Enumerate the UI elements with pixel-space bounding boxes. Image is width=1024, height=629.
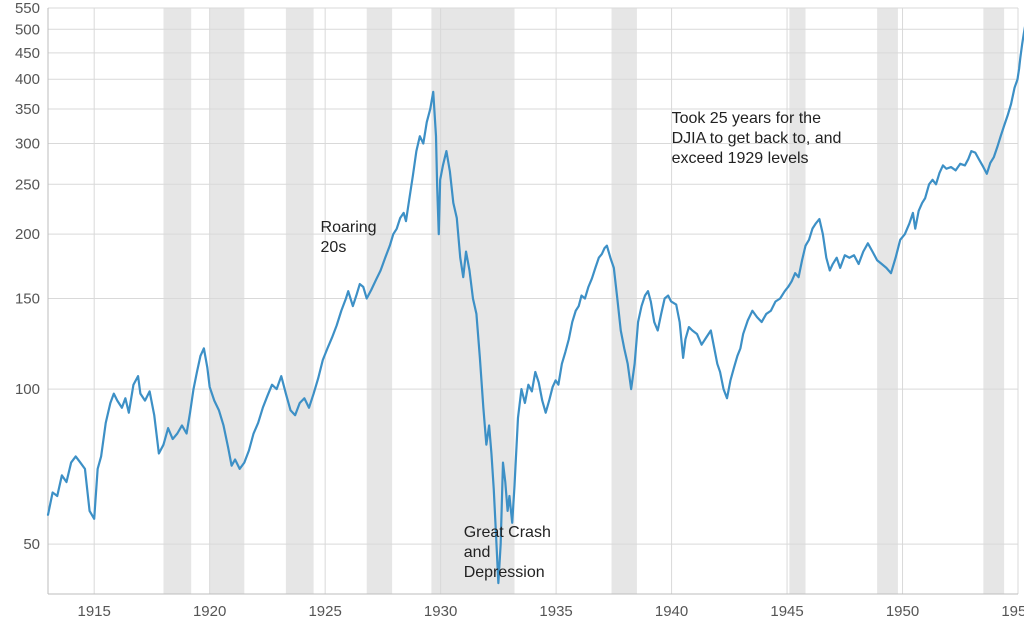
djia-historical-line-chart: 50 100 150 200 250 300 350 400 450 500 550 1915 1920… (0, 0, 1024, 629)
x-tick-label: 1945 (770, 603, 803, 620)
y-tick-label: 200 (15, 226, 40, 243)
x-tick-label: 1940 (655, 603, 688, 620)
x-tick-label: 1930 (424, 603, 457, 620)
recession-band (210, 8, 245, 594)
x-tick-label: 1955 (1001, 603, 1024, 620)
recession-band (789, 8, 805, 594)
y-tick-label: 100 (15, 381, 40, 398)
x-tick-label: 1925 (308, 603, 341, 620)
chart-svg: 50 100 150 200 250 300 350 400 450 500 550 1915 1920… (0, 0, 1024, 629)
y-tick-label: 150 (15, 290, 40, 307)
x-tick-label: 1920 (193, 603, 226, 620)
x-tick-label: 1915 (78, 603, 111, 620)
y-tick-label: 300 (15, 136, 40, 153)
recession-band (612, 8, 637, 594)
y-tick-label: 350 (15, 101, 40, 118)
recession-band (877, 8, 898, 594)
y-tick-label: 50 (23, 536, 40, 553)
recession-band (367, 8, 392, 594)
recession-band (983, 8, 1004, 594)
y-tick-label: 500 (15, 21, 40, 38)
y-tick-label: 550 (15, 0, 40, 17)
y-tick-label: 250 (15, 176, 40, 193)
y-tick-label: 450 (15, 45, 40, 62)
recession-band (286, 8, 314, 594)
x-tick-label: 1935 (539, 603, 572, 620)
recession-band (163, 8, 191, 594)
y-tick-label: 400 (15, 71, 40, 88)
x-tick-label: 1950 (886, 603, 919, 620)
